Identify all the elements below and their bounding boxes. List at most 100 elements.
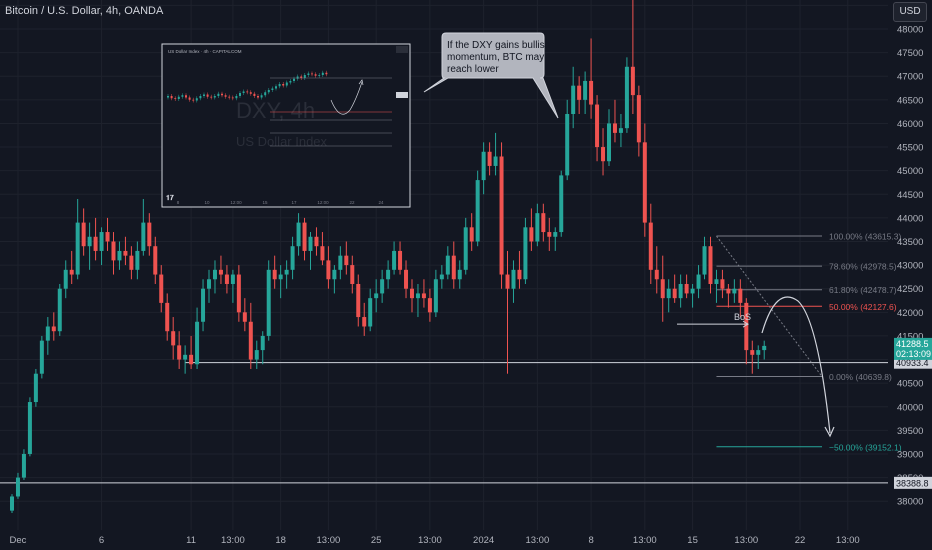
- candle-body: [87, 236, 92, 247]
- candle-body: [517, 269, 522, 280]
- callout-line-2: momentum, BTC may: [447, 52, 544, 63]
- candle-body: [642, 142, 647, 223]
- candle-body: [147, 222, 152, 247]
- candle-body: [571, 85, 576, 114]
- fib-level-label: −50.00% (39152.1): [829, 442, 902, 452]
- candle-body: [153, 246, 158, 275]
- candle-body: [565, 113, 570, 176]
- inset-candle-body: [275, 86, 277, 89]
- candle-body: [260, 335, 265, 351]
- y-tick-label: 42500: [897, 284, 923, 295]
- candle-body: [350, 265, 355, 284]
- inset-candle-body: [271, 88, 274, 90]
- candle-body: [296, 222, 301, 247]
- candle-body: [398, 250, 403, 270]
- inset-candle-body: [267, 90, 270, 93]
- candle-body: [469, 227, 474, 242]
- currency-selector[interactable]: USD: [893, 2, 927, 22]
- inset-candle-body: [285, 82, 288, 86]
- candle-body: [702, 246, 707, 275]
- inset-time-axis: 8 10 12:00 15 17 12:00 22 24: [177, 200, 384, 205]
- candle-body: [290, 246, 295, 270]
- x-tick-label: 8: [588, 535, 593, 546]
- candle-body: [404, 269, 409, 289]
- inset-logo: 𝟏𝟕: [166, 194, 174, 202]
- inset-price-badge: [396, 92, 408, 98]
- candle-body: [762, 345, 767, 351]
- candle-body: [15, 477, 20, 497]
- candle-body: [105, 232, 110, 242]
- price-badges: 40933.4 38388.8 41288.502:13:09: [894, 337, 932, 489]
- inset-candle-body: [174, 98, 177, 100]
- inset-candle-body: [192, 99, 195, 101]
- candle-body: [332, 269, 337, 280]
- candle-body: [505, 274, 510, 289]
- candle-body: [27, 402, 32, 454]
- y-tick-label: 41500: [897, 331, 923, 342]
- y-tick-label: 47000: [897, 72, 923, 83]
- inset-candle-body: [199, 96, 202, 99]
- callout-line-3: reach lower: [447, 64, 499, 75]
- inset-candle-body: [203, 94, 205, 96]
- candle-body: [195, 321, 200, 365]
- inset-candle-body: [221, 93, 223, 96]
- candle-body: [433, 279, 438, 313]
- candle-body: [111, 241, 116, 261]
- inset-candle-body: [188, 97, 191, 100]
- candle-body: [242, 312, 247, 322]
- candle-body: [720, 279, 725, 289]
- x-tick-label: 18: [275, 535, 286, 546]
- inset-currency-badge: [396, 46, 408, 53]
- candle-body: [577, 85, 582, 100]
- callout-line-1: If the DXY gains bullish: [447, 40, 550, 51]
- x-tick-label: 11: [186, 535, 196, 546]
- y-tick-label: 39500: [897, 426, 923, 437]
- inset-candle-body: [224, 95, 227, 97]
- price-axis[interactable]: 3800038500390003950040000405004100041500…: [897, 1, 923, 508]
- inset-x-tick: 24: [378, 200, 384, 205]
- candle-body: [159, 274, 164, 303]
- candle-body: [427, 298, 432, 313]
- candle-body: [732, 288, 737, 294]
- x-tick-label: 13:00: [317, 535, 341, 546]
- candle-body: [236, 274, 241, 313]
- current-price-label: 41288.5: [896, 339, 929, 349]
- candle-body: [714, 279, 719, 284]
- candle-body: [57, 288, 62, 332]
- candle-body: [499, 156, 504, 275]
- inset-header: US Dollar Index · 4h · CAPITALCOM: [168, 49, 242, 54]
- candle-body: [612, 123, 617, 133]
- candle-body: [648, 222, 653, 270]
- inset-candle-body: [170, 96, 173, 99]
- candle-body: [284, 269, 289, 275]
- candle-body: [93, 236, 98, 251]
- y-tick-label: 43000: [897, 261, 923, 272]
- x-tick-label: 13:00: [221, 535, 245, 546]
- candle-body: [415, 293, 420, 299]
- candle-body: [595, 104, 600, 148]
- candle-body: [368, 298, 373, 327]
- candle-body: [33, 373, 38, 403]
- candle-body: [171, 331, 176, 346]
- candle-body: [392, 250, 397, 270]
- candle-body: [535, 213, 540, 242]
- y-tick-label: 42000: [897, 308, 923, 319]
- inset-x-tick: 22: [349, 200, 355, 205]
- y-tick-label: 46500: [897, 95, 923, 106]
- fib-level-label: 61.80% (42478.7): [829, 285, 897, 295]
- candle-body: [589, 80, 594, 105]
- inset-candle-body: [213, 96, 216, 98]
- candle-body: [451, 255, 456, 280]
- y-tick-label: 44000: [897, 213, 923, 224]
- inset-candle-body: [210, 96, 213, 98]
- inset-candle-body: [300, 76, 303, 78]
- candle-body: [624, 66, 629, 129]
- inset-candle-body: [311, 73, 313, 75]
- inset-fib-levels: [270, 77, 392, 147]
- candle-body: [344, 255, 349, 266]
- time-axis[interactable]: Dec 6 11 13:00 18 13:00 25 13:00 2024 13:00 8 13:00…: [10, 535, 860, 546]
- inset-candle-body: [181, 95, 184, 97]
- candle-body: [63, 269, 68, 289]
- fib-level-label: 100.00% (43615.3): [829, 232, 901, 242]
